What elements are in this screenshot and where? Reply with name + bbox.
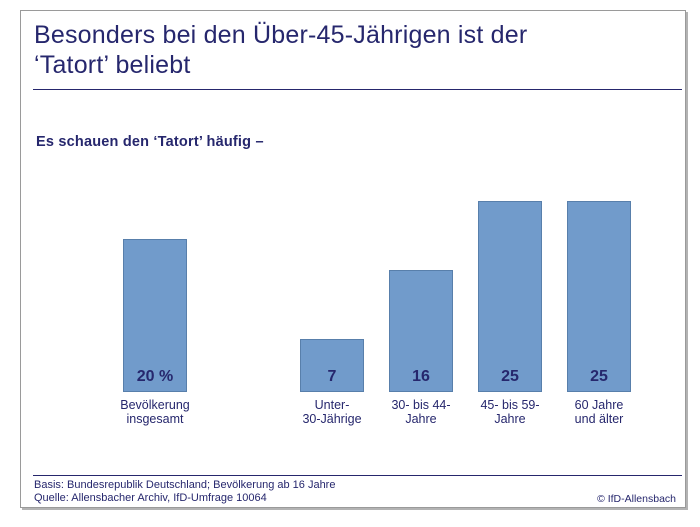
bar-category-label-line: 45- bis 59-	[480, 398, 540, 412]
page-title-line-2: ‘Tatort’ beliebt	[34, 51, 191, 79]
bar-value-label: 25	[501, 368, 519, 385]
bar-category-label-line: und älter	[574, 411, 624, 426]
footer-copyright-text: © IfD-Allensbach	[597, 493, 676, 505]
bar-category-label-line: 30- bis 44-	[391, 398, 451, 412]
bar-category-label: 45- bis 59- Jahre	[445, 398, 575, 426]
bar: 25	[567, 201, 631, 392]
chart-card: Besonders bei den Über-45-Jährigen ist d…	[20, 10, 686, 508]
bar-chart: 20 % Bevölkerung insgesamt 7 Unter- 30-Jährig…	[21, 11, 685, 507]
bar-category-label-line: Jahre	[494, 411, 526, 426]
bar-value-label: 25	[590, 368, 608, 385]
bar-value-label: 7	[327, 368, 337, 385]
bar-category-label-line: Unter-	[314, 398, 350, 412]
chart-subtitle: Es schauen den ‘Tatort’ häufig –	[36, 134, 264, 150]
page-title: Besonders bei den Über-45-Jährigen ist d…	[34, 20, 670, 80]
bar-category-label-line: 60 Jahre	[574, 398, 624, 412]
footer-basis-text: Basis: Bundesrepublik Deutschland; Bevöl…	[34, 479, 336, 491]
page-title-line-1: Besonders bei den Über-45-Jährigen ist d…	[34, 21, 528, 49]
bar-category-label: 30- bis 44- Jahre	[356, 398, 486, 426]
footer-divider	[33, 475, 682, 476]
bar: 16	[389, 270, 453, 392]
bar-category-label: Unter- 30-Jährige	[267, 398, 397, 426]
footer-source-text: Quelle: Allensbacher Archiv, IfD-Umfrage…	[34, 492, 267, 504]
bar-category-label-line: Jahre	[405, 411, 437, 426]
bar-value-label: 16	[412, 368, 430, 385]
bar-category-label-line: 30-Jährige	[302, 411, 362, 426]
bar: 7	[300, 339, 364, 392]
bar-category-label-line: Bevölkerung	[120, 398, 190, 412]
bar-category-label-line: insgesamt	[126, 411, 184, 426]
bar: 20 %	[123, 239, 187, 392]
bar: 25	[478, 201, 542, 392]
bar-category-label: 60 Jahre und älter	[534, 398, 664, 426]
bar-value-label: 20 %	[136, 368, 174, 385]
title-divider	[33, 89, 682, 90]
bar-category-label: Bevölkerung insgesamt	[90, 398, 220, 426]
